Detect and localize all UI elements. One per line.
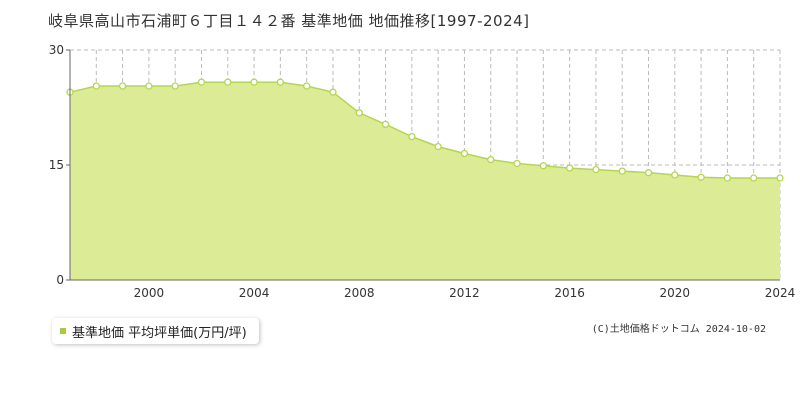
data-point [224, 78, 232, 86]
data-point [355, 109, 363, 117]
data-point [381, 120, 390, 129]
data-point [145, 82, 153, 90]
y-tick-labels: 0 15 30 [49, 43, 70, 287]
data-point [303, 82, 311, 90]
data-point [618, 167, 626, 175]
x-tick-label: 2016 [554, 286, 585, 300]
data-point [644, 169, 653, 177]
x-tick-label: 2012 [449, 286, 480, 300]
legend-label: 基準地価 平均坪単価(万円/坪) [72, 325, 247, 341]
data-point [460, 149, 469, 158]
chart-title: 岐阜県高山市石浦町６丁目１４２番 基準地価 地価推移[1997-2024] [48, 12, 530, 30]
data-point [171, 82, 179, 90]
data-point [539, 162, 547, 170]
series-points [66, 78, 784, 182]
data-point [276, 78, 285, 86]
series-line [69, 81, 780, 179]
data-point [671, 171, 679, 179]
x-tick-label: 2004 [239, 286, 270, 300]
x-tick-label: 2000 [134, 286, 165, 300]
data-point [434, 142, 442, 151]
legend-marker-square [60, 328, 66, 334]
x-tick-label: 2020 [660, 286, 691, 300]
data-point [776, 174, 784, 182]
y-tick-label: 30 [49, 43, 64, 57]
data-point [750, 174, 758, 182]
data-point [723, 174, 732, 182]
y-tick-label: 0 [56, 273, 64, 287]
data-point [487, 155, 495, 164]
data-point [565, 164, 574, 172]
data-point [408, 132, 416, 141]
x-tick-label: 2024 [765, 286, 796, 300]
data-point [92, 82, 100, 90]
data-point [250, 78, 258, 86]
data-point [697, 173, 705, 181]
y-tick-label: 15 [49, 158, 64, 172]
data-point [513, 159, 521, 168]
data-point [592, 165, 600, 174]
data-point [118, 82, 127, 90]
data-point [197, 78, 206, 86]
x-tick-label: 2008 [344, 286, 375, 300]
horizontal-gridlines [70, 49, 780, 166]
series-area-fill [70, 82, 780, 280]
data-point [329, 88, 337, 96]
copyright-text: (C)土地価格ドットコム 2024-10-02 [591, 324, 766, 335]
x-tick-labels: 2000 2004 2008 2012 2016 2020 2024 [134, 286, 796, 300]
legend: 基準地価 平均坪単価(万円/坪) [52, 318, 259, 344]
